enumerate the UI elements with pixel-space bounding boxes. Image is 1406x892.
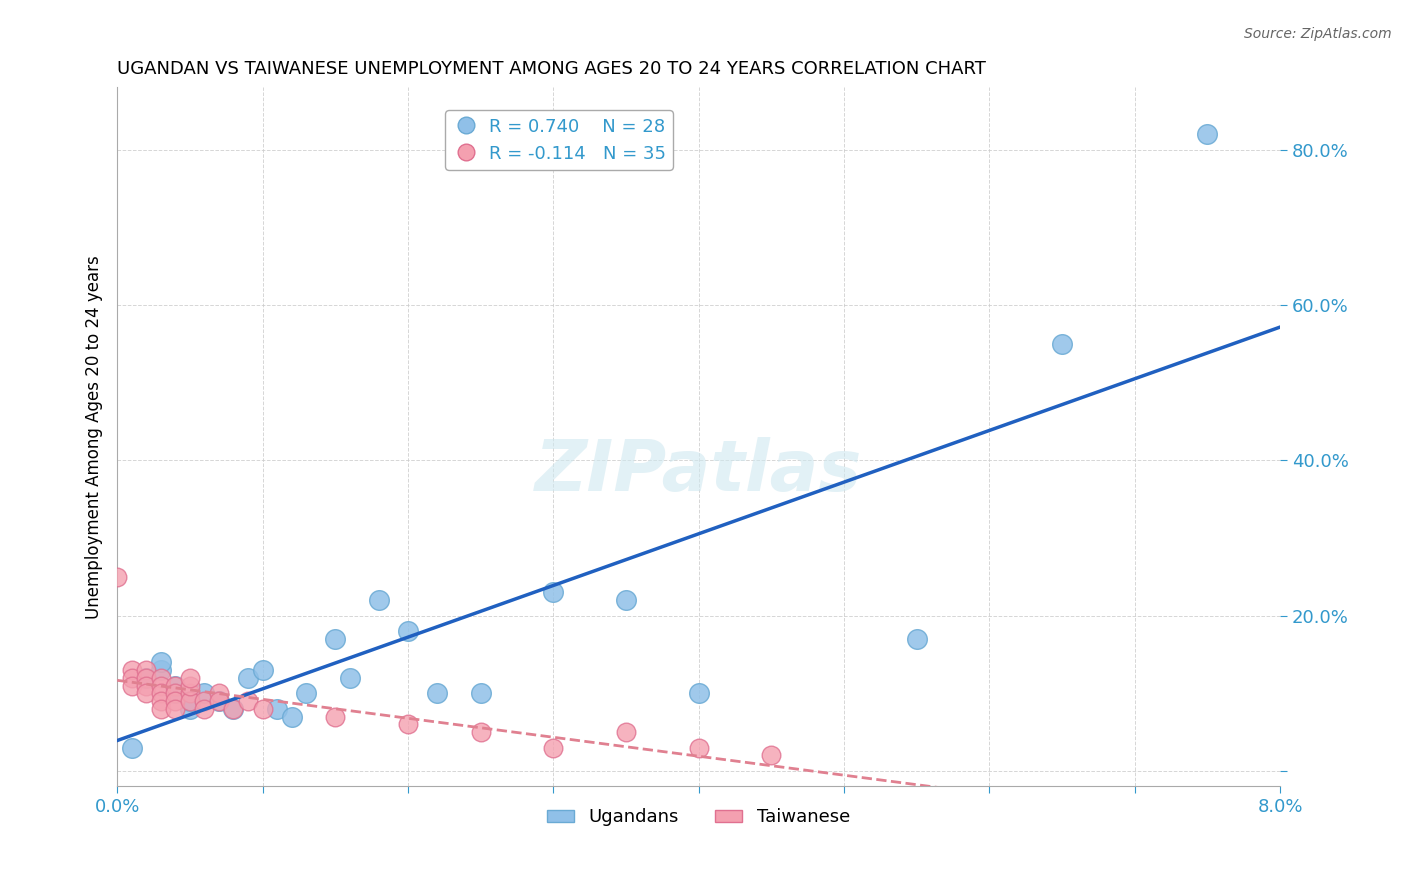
Point [179,686,201,700]
Point [222,702,245,716]
Point [236,671,259,685]
Point [165,679,187,693]
Point [121,740,143,755]
Point [1050,336,1073,351]
Point [105,570,128,584]
Point [339,671,361,685]
Point [614,725,637,739]
Point [208,694,231,708]
Point [179,694,201,708]
Point [179,671,201,685]
Point [761,748,783,763]
Text: Source: ZipAtlas.com: Source: ZipAtlas.com [1244,27,1392,41]
Point [179,679,201,693]
Point [149,663,172,677]
Point [179,694,201,708]
Point [165,686,187,700]
Point [323,709,346,723]
Legend: Ugandans, Taiwanese: Ugandans, Taiwanese [540,801,858,833]
Point [121,679,143,693]
Point [266,702,288,716]
Point [396,624,419,639]
Text: UGANDAN VS TAIWANESE UNEMPLOYMENT AMONG AGES 20 TO 24 YEARS CORRELATION CHART: UGANDAN VS TAIWANESE UNEMPLOYMENT AMONG … [117,60,986,78]
Point [1197,127,1219,141]
Point [252,702,274,716]
Point [367,593,389,607]
Point [470,725,492,739]
Point [149,671,172,685]
Point [149,694,172,708]
Point [688,740,710,755]
Point [208,694,231,708]
Point [614,593,637,607]
Point [135,663,157,677]
Point [165,679,187,693]
Point [165,694,187,708]
Y-axis label: Unemployment Among Ages 20 to 24 years: Unemployment Among Ages 20 to 24 years [86,255,103,619]
Point [323,632,346,646]
Text: ZIPatlas: ZIPatlas [534,437,862,507]
Point [149,655,172,669]
Point [543,740,565,755]
Point [121,663,143,677]
Point [543,585,565,599]
Point [236,694,259,708]
Point [165,702,187,716]
Point [135,686,157,700]
Point [135,671,157,685]
Point [426,686,449,700]
Point [295,686,318,700]
Point [470,686,492,700]
Point [121,671,143,685]
Point [179,702,201,716]
Point [149,702,172,716]
Point [149,679,172,693]
Point [222,702,245,716]
Point [135,671,157,685]
Point [165,686,187,700]
Point [149,686,172,700]
Point [280,709,302,723]
Point [135,679,157,693]
Point [193,702,215,716]
Point [396,717,419,731]
Point [193,686,215,700]
Point [208,686,231,700]
Point [688,686,710,700]
Point [193,694,215,708]
Point [905,632,928,646]
Point [252,663,274,677]
